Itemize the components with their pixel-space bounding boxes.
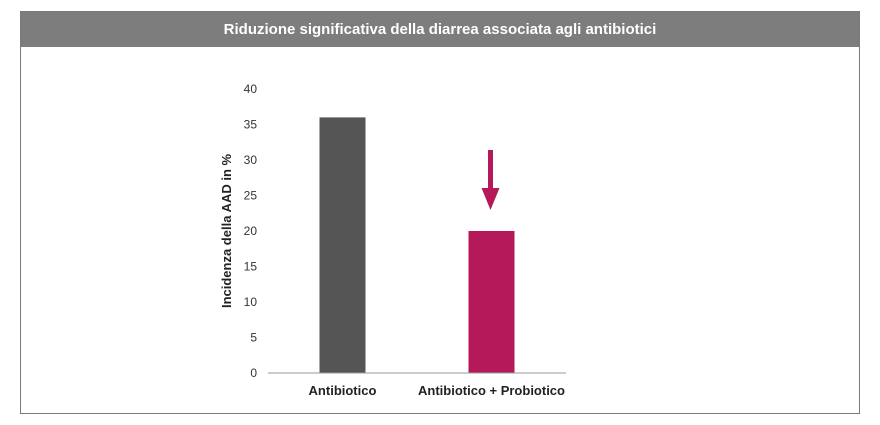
y-tick-label: 0 [250, 366, 257, 380]
y-tick-label: 30 [244, 153, 258, 167]
y-tick-label: 25 [244, 189, 258, 203]
y-tick-label: 35 [244, 118, 258, 132]
y-tick-label: 40 [244, 82, 258, 96]
x-tick-label: Antibiotico [309, 383, 377, 398]
down-arrow-icon [481, 150, 500, 210]
bar [319, 117, 366, 374]
y-axis-ticks: 0 5 10 15 20 25 30 35 40 [244, 82, 258, 380]
y-axis-label: Incidenza della AAD in % [219, 154, 234, 309]
y-tick-label: 20 [244, 224, 258, 238]
y-tick-label: 10 [244, 295, 258, 309]
chart-title: Riduzione significativa della diarrea as… [21, 12, 859, 47]
bar [468, 231, 515, 373]
y-tick-label: 15 [244, 260, 258, 274]
x-tick-label: Antibiotico + Probiotico [418, 383, 565, 398]
y-tick-label: 5 [250, 331, 257, 345]
bars [319, 117, 515, 374]
x-axis-categories: Antibiotico Antibiotico + Probiotico [309, 383, 565, 398]
chart-frame: Riduzione significativa della diarrea as… [20, 11, 860, 414]
